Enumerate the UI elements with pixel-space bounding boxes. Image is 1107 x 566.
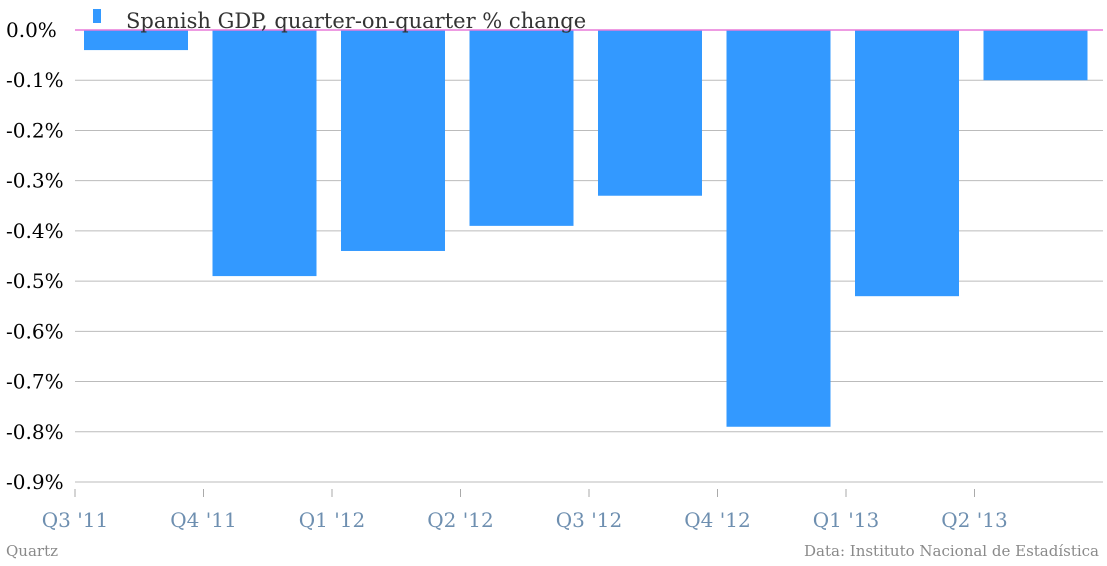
x-tick-label: Q1 '13 xyxy=(813,508,879,532)
x-tick-label: Q1 '12 xyxy=(299,508,365,532)
x-tick-label: Q2 '13 xyxy=(941,508,1007,532)
x-axis: Q3 '11 Q4 '11 Q1 '12 Q2 '12 Q3 '12 Q4 '12 Q1 '… xyxy=(42,489,1008,532)
y-tick-label: 0.0% xyxy=(6,18,57,42)
legend-swatch xyxy=(93,9,101,23)
bars xyxy=(84,30,1088,427)
x-tick-label: Q4 '11 xyxy=(170,508,236,532)
y-tick-label: -0.1% xyxy=(6,68,64,92)
bar xyxy=(341,30,445,251)
y-tick-label: -0.7% xyxy=(6,370,64,394)
bar xyxy=(726,30,831,427)
x-tick-label: Q2 '12 xyxy=(427,508,493,532)
y-tick-label: -0.2% xyxy=(6,118,64,142)
y-tick-label: -0.5% xyxy=(6,269,64,293)
bar xyxy=(983,30,1088,81)
y-tick-label: -0.9% xyxy=(6,470,64,494)
legend-label: Spanish GDP, quarter-on-quarter % change xyxy=(126,9,586,33)
source-right: Data: Instituto Nacional de Estadística xyxy=(804,542,1099,560)
bar xyxy=(598,30,702,196)
y-tick-label: -0.4% xyxy=(6,219,64,243)
legend: Spanish GDP, quarter-on-quarter % change xyxy=(93,9,586,33)
x-tick-label: Q3 '12 xyxy=(556,508,622,532)
x-tick-label: Q3 '11 xyxy=(42,508,108,532)
y-tick-label: -0.8% xyxy=(6,420,64,444)
y-axis-ticks: 0.0% -0.1% -0.2% -0.3% -0.4% -0.5% -0.6% -0.7% -… xyxy=(6,18,64,494)
y-tick-label: -0.3% xyxy=(6,169,64,193)
bar xyxy=(855,30,959,297)
x-tick-label: Q4 '12 xyxy=(684,508,750,532)
bar xyxy=(212,30,317,277)
source-left: Quartz xyxy=(6,542,58,560)
y-tick-label: -0.6% xyxy=(6,319,64,343)
bar xyxy=(469,30,574,226)
bar xyxy=(84,30,188,51)
